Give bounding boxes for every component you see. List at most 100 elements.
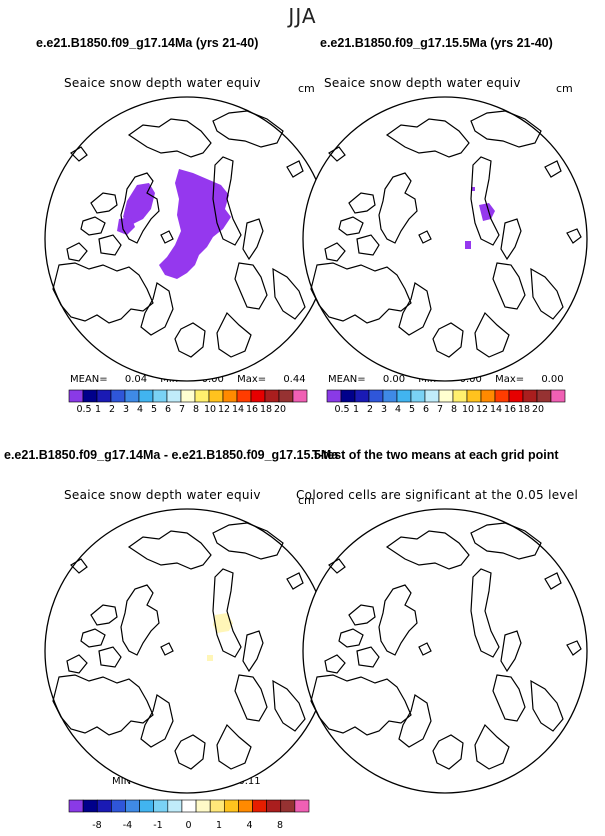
colorbar-top-right-swatch (438, 389, 454, 403)
colorbar-top-left-tick-label: 5 (150, 404, 158, 415)
colorbar-bottom-swatch (153, 799, 169, 813)
colorbar-bottom-swatch (252, 799, 267, 813)
colorbar-top-left-tick-label: 16 (245, 404, 259, 415)
colorbar-top-right-tick-label: 18 (517, 404, 531, 415)
colorbar-top-left-tick-label: 12 (217, 404, 231, 415)
colorbar-bottom-swatch (82, 799, 98, 813)
colorbar-top-right-tick-label: 0.5 (334, 404, 350, 415)
colorbar-bottom-swatch (195, 799, 211, 813)
top-right-units: cm (556, 82, 573, 95)
colorbar-top-right-swatch (452, 389, 468, 403)
colorbar-top-right-swatch (522, 389, 538, 403)
colorbar-top-left-tick-label: 1 (94, 404, 102, 415)
colorbar-top-right-tick-label: 5 (408, 404, 416, 415)
colorbar-bottom-swatch (96, 799, 112, 813)
colorbar-top-right-swatch (508, 389, 524, 403)
colorbar-top-right-swatch (340, 389, 356, 403)
top-right-title: e.e21.B1850.f09_g17.15.5Ma (yrs 21-40) (320, 36, 553, 50)
max-value: 0.44 (283, 374, 306, 385)
max-label: Max= (237, 374, 267, 385)
colorbar-bottom-swatch (266, 799, 282, 813)
colorbar-bottom-swatch (280, 799, 296, 813)
colorbar-bottom-tick-label: 0 (185, 820, 192, 831)
colorbar-top-right-tick-label: 12 (475, 404, 489, 415)
colorbar-top-left-swatch (250, 389, 266, 403)
colorbar-top-left (68, 389, 308, 403)
colorbar-top-right-tick-label: 3 (380, 404, 388, 415)
colorbar-top-right-swatch (494, 389, 510, 403)
colorbar-top-left-swatch (166, 389, 182, 403)
colorbar-top-right-swatch (396, 389, 412, 403)
colorbar-top-left-tick-label: 0.5 (76, 404, 92, 415)
map-top-right (302, 96, 588, 382)
mean-value: 0.00 (382, 374, 406, 385)
colorbar-top-left-swatch (138, 389, 154, 403)
colorbar-top-right-tick-label: 14 (489, 404, 503, 415)
colorbar-top-right-swatch (480, 389, 496, 403)
map-bottom-right (302, 508, 588, 794)
min-value: 0.00 (459, 374, 482, 385)
colorbar-bottom-tick-label: -1 (153, 820, 163, 831)
top-left-title: e.e21.B1850.f09_g17.14Ma (yrs 21-40) (36, 36, 259, 50)
colorbar-bottom-swatch (181, 799, 197, 813)
colorbar-top-left-tick-label: 8 (192, 404, 200, 415)
colorbar-bottom-tick-label: 4 (246, 820, 253, 831)
colorbar-bottom-swatch (111, 799, 126, 813)
colorbar-top-right-swatch (536, 389, 552, 403)
colorbar-top-right-tick-label: 20 (531, 404, 545, 415)
mean-label: MEAN= (328, 374, 366, 385)
colorbar-top-right-swatch (326, 389, 342, 403)
min-value: 0.00 (201, 374, 224, 385)
colorbar-top-right-tick-label: 8 (450, 404, 458, 415)
bottom-right-subtitle: Colored cells are significant at the 0.0… (296, 488, 579, 502)
difference-region (213, 613, 233, 633)
colorbar-top-left-swatch (152, 389, 168, 403)
colorbar-top-right-swatch (424, 389, 440, 403)
top-left-subtitle: Seaice snow depth water equiv (64, 76, 261, 90)
colorbar-top-left-swatch (292, 389, 308, 403)
colorbar-top-right-swatch (354, 389, 370, 403)
colorbar-top-right-tick-label: 16 (503, 404, 517, 415)
colorbar-top-right-tick-label: 2 (366, 404, 374, 415)
bottom-left-subtitle: Seaice snow depth water equiv (64, 488, 261, 502)
colorbar-bottom-swatch (139, 799, 155, 813)
max-value: 0.11 (238, 776, 261, 787)
colorbar-top-right-tick-label: 4 (394, 404, 402, 415)
colorbar-top-left-tick-label: 10 (203, 404, 217, 415)
colorbar-top-right-swatch (550, 389, 566, 403)
colorbar-top-right-swatch (466, 389, 482, 403)
colorbar-top-right-swatch (382, 389, 398, 403)
colorbar-top-left-tick-label: 14 (231, 404, 245, 415)
top-right-subtitle: Seaice snow depth water equiv (324, 76, 521, 90)
colorbar-top-right-swatch (368, 389, 384, 403)
colorbar-top-left-swatch (110, 389, 126, 403)
colorbar-top-left-swatch (124, 389, 140, 403)
difference-region-dot (207, 655, 213, 661)
colorbar-top-right-swatch (410, 389, 426, 403)
snow-depth-region-small (479, 203, 495, 221)
season-title: JJA (288, 4, 317, 28)
colorbar-top-right-tick-label: 7 (436, 404, 444, 415)
min-label: MIN = (112, 776, 143, 787)
colorbar-top-left-swatch (96, 389, 112, 403)
colorbar-top-left-swatch (194, 389, 210, 403)
colorbar-top-left-tick-label: 3 (122, 404, 130, 415)
colorbar-top-left-tick-label: 20 (273, 404, 287, 415)
colorbar-bottom-tick-label: -8 (92, 820, 102, 831)
colorbar-bottom-swatch (68, 799, 84, 813)
colorbar-top-right-tick-label: 6 (422, 404, 430, 415)
colorbar-top-left-tick-label: 6 (164, 404, 172, 415)
colorbar-top-left-swatch (222, 389, 238, 403)
bottom-right-title: T-test of the two means at each grid poi… (312, 448, 559, 462)
colorbar-top-left-swatch (236, 389, 252, 403)
colorbar-bottom-tick-label: 8 (276, 820, 284, 831)
colorbar-top-right-tick-label: 10 (461, 404, 475, 415)
colorbar-bottom-tick-label: 1 (215, 820, 223, 831)
colorbar-top-right-tick-label: 1 (352, 404, 360, 415)
colorbar-top-left-tick-label: 2 (108, 404, 116, 415)
max-label: Max= (495, 374, 525, 385)
colorbar-top-left-tick-label: 7 (178, 404, 186, 415)
colorbar-bottom-swatch (209, 799, 225, 813)
mean-value: 0.04 (124, 374, 148, 385)
